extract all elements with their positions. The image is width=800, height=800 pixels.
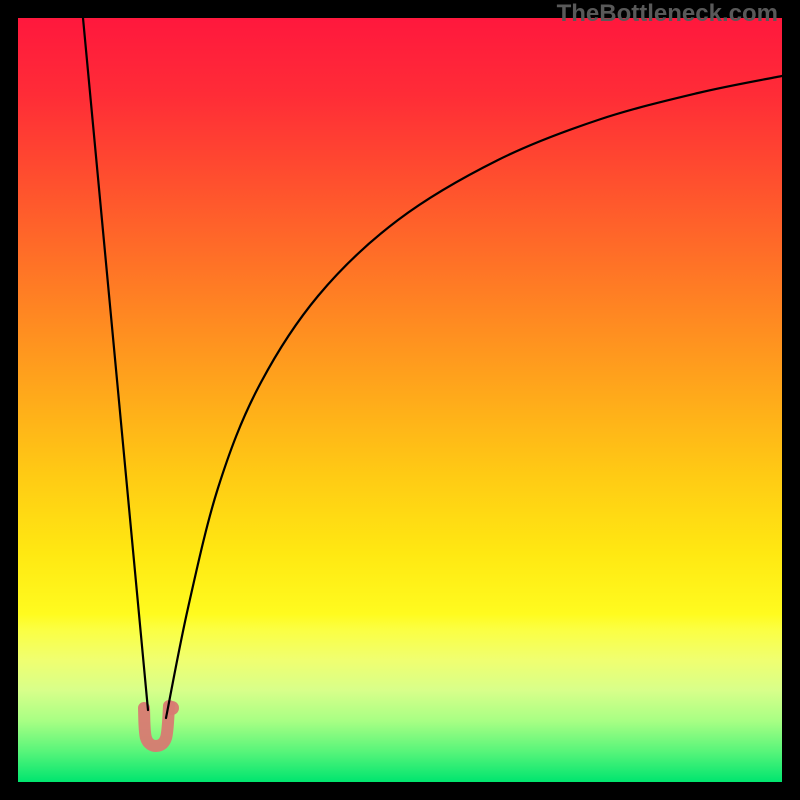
frame-border-bottom [0,782,800,800]
frame-border-left [0,0,18,800]
curve-left-branch [83,18,148,710]
plot-area [18,18,782,782]
frame-border-right [782,0,800,800]
curve-right-branch [166,76,782,718]
valley-marker [144,706,169,746]
chart-root: TheBottleneck.com [0,0,800,800]
curve-layer [18,18,782,782]
watermark-text: TheBottleneck.com [557,0,778,28]
